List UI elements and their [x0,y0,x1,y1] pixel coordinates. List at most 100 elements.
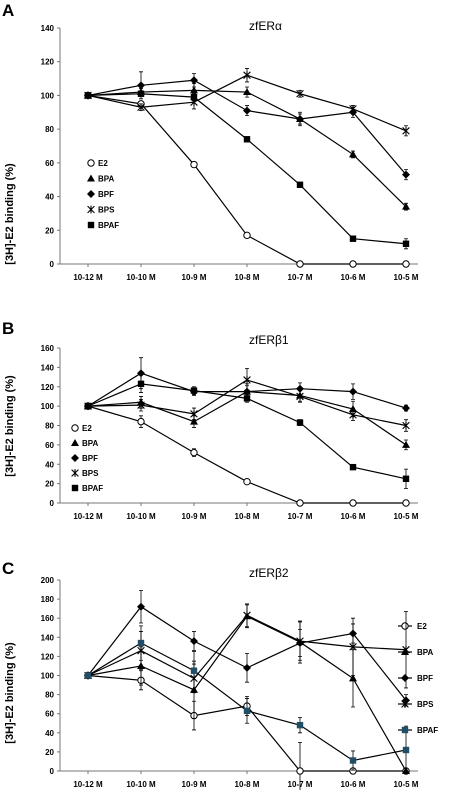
data-point [296,419,304,426]
y-tick-label: 200 [41,576,55,585]
data-point-marker [402,645,410,654]
y-tick-label: 80 [45,422,54,431]
x-tick-label: 10-8 M [235,780,260,789]
panel-a-plot: 0 20 40 60 80 100 120 140 10-12 M 10-10 M 10-9 M 10… [41,24,419,282]
x-tick-label: 10-5 M [394,273,419,282]
data-point-marker [137,90,145,97]
legend-marker [401,622,409,630]
data-point-marker [137,417,145,426]
x-tick-label: 10-9 M [182,780,207,789]
y-tick-label: 180 [41,595,55,604]
panel-c-plot: 0 20 40 60 80 100 120 140 160 180 200 10-12 M 10-10 … [41,576,438,790]
legend-entry-bpf: BPF [87,190,114,199]
data-point-marker [296,767,304,775]
data-point-marker [243,663,251,672]
legend-label: BPAF [82,484,103,493]
data-point [402,440,410,448]
data-point-marker [243,376,251,384]
data-point-marker [137,401,145,410]
series-e2 [84,91,410,268]
panel-a: A zfERα [3H]-E2 binding (%) 0 20 40 60 80 100… [2,1,419,282]
data-point-marker [402,746,410,754]
x-tick-label: 10-5 M [394,780,419,789]
data-point-marker [402,126,410,135]
legend-marker [401,674,409,682]
series-bpaf [84,90,410,250]
data-point-marker [349,105,357,113]
x-tick-label: 10-5 M [394,512,419,521]
data-point [84,672,92,679]
data-point-marker [243,106,251,115]
data-point [349,410,357,419]
legend-entry-bpaf: BPAF [398,726,438,735]
series-line [87,405,406,504]
data-point-marker [296,637,304,646]
data-point-marker [402,440,410,448]
series-bpaf [84,374,410,489]
series-bpa [84,604,410,774]
data-point [296,721,304,729]
data-point [190,417,198,425]
x-tick-label: 10-6 M [341,273,366,282]
series-line [87,93,407,245]
legend-label: BPA [98,175,115,184]
y-tick-label: 120 [41,58,55,67]
data-point [402,499,410,507]
y-tick-label: 100 [41,91,55,100]
panel-c: C zfERβ2 [3H]-E2 binding (%) 0 20 40 60 80 10… [2,559,438,790]
data-point [243,611,251,620]
y-tick-label: 40 [45,460,54,469]
legend-marker [87,159,95,167]
series-bps [84,367,410,432]
legend-entry-e2: E2 [87,159,108,168]
y-tick-label: 20 [45,748,54,757]
data-point-marker [296,115,304,124]
data-point-marker [190,76,198,85]
data-point-marker [243,136,251,143]
data-point [296,637,304,646]
data-point [349,499,357,507]
data-point-marker [349,260,357,268]
x-tick-label: 10-12 M [73,512,103,521]
data-point [402,202,410,210]
data-point-marker [349,410,357,419]
legend-marker [71,469,79,477]
series-bpaf [84,625,410,775]
legend-label: BPAF [417,726,438,735]
data-point-marker [190,667,198,674]
y-tick-label: 60 [45,441,54,450]
x-tick-label: 10-8 M [235,273,260,282]
data-point [190,160,198,169]
legend-marker [71,484,79,492]
data-point-marker [402,260,410,268]
data-point [243,477,251,486]
data-point [243,663,251,672]
data-point-marker [243,707,251,715]
data-point-marker [190,86,198,94]
data-point-marker [349,150,357,158]
data-point [137,81,145,90]
y-tick-label: 120 [41,383,55,392]
data-point [190,637,198,646]
legend-marker [71,439,79,446]
data-point-marker [402,170,410,179]
data-point [402,126,410,135]
data-point [190,448,198,457]
data-point [190,667,198,674]
data-point-marker [349,499,357,507]
data-point-marker [190,387,198,394]
legend-marker [87,205,95,214]
data-point-marker [243,477,251,486]
x-tick-label: 10-10 M [126,273,156,282]
data-point-marker [137,602,145,611]
panel-c-letter: C [2,559,14,578]
legend-label: BPS [98,206,115,215]
data-point [349,463,357,471]
legend-label: BPF [417,674,433,683]
panel-c-title: zfERβ2 [249,566,289,580]
x-tick-label: 10-6 M [341,780,366,789]
legend-label: BPAF [98,221,119,230]
data-point [190,86,198,94]
data-point [296,115,304,124]
